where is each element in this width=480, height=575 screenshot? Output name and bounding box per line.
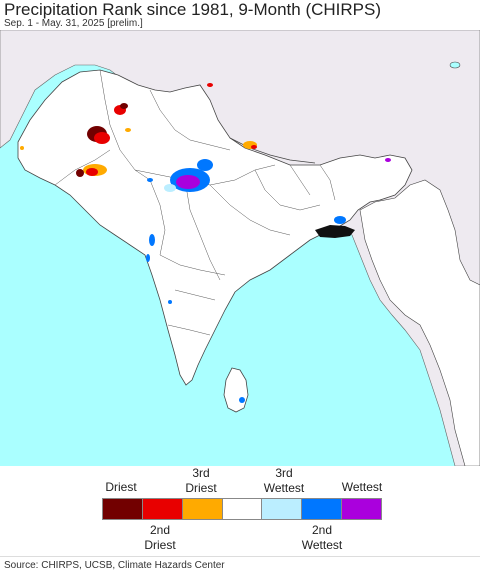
legend-swatch-normal	[222, 499, 263, 519]
footer-divider	[0, 556, 480, 557]
map-panel	[0, 30, 480, 466]
map-svg	[0, 30, 480, 466]
page-title: Precipitation Rank since 1981, 9-Month (…	[4, 0, 381, 19]
delta-dark-area	[315, 225, 355, 238]
legend-label-3rd-wettest: 3rd Wettest	[263, 466, 305, 495]
legend-swatch-2nd-driest	[142, 499, 183, 519]
source-credit: Source: CHIRPS, UCSB, Climate Hazards Ce…	[4, 560, 225, 571]
lake-feature	[449, 61, 461, 69]
legend-label-2nd-driest: 2nd Driest	[144, 523, 176, 552]
legend-swatch-wettest	[342, 499, 382, 519]
legend-swatch-2nd-wettest	[302, 499, 343, 519]
legend-swatch-3rd-wettest	[262, 499, 303, 519]
internal-borders	[54, 69, 336, 336]
legend-label-driest: Driest	[105, 480, 137, 494]
wet-patches	[146, 158, 391, 403]
dry-patches	[20, 83, 257, 177]
legend-label-2nd-wettest: 2nd Wettest	[301, 523, 343, 552]
legend-label-3rd-driest: 3rd Driest	[185, 466, 217, 495]
legend-color-bar	[102, 498, 382, 520]
legend-label-wettest: Wettest	[341, 480, 383, 494]
legend-swatch-driest	[103, 499, 143, 519]
land-region	[17, 69, 413, 386]
legend-swatch-3rd-driest	[182, 499, 223, 519]
page-subtitle: Sep. 1 - May. 31, 2025 [prelim.]	[4, 18, 143, 29]
land-east	[359, 179, 480, 466]
